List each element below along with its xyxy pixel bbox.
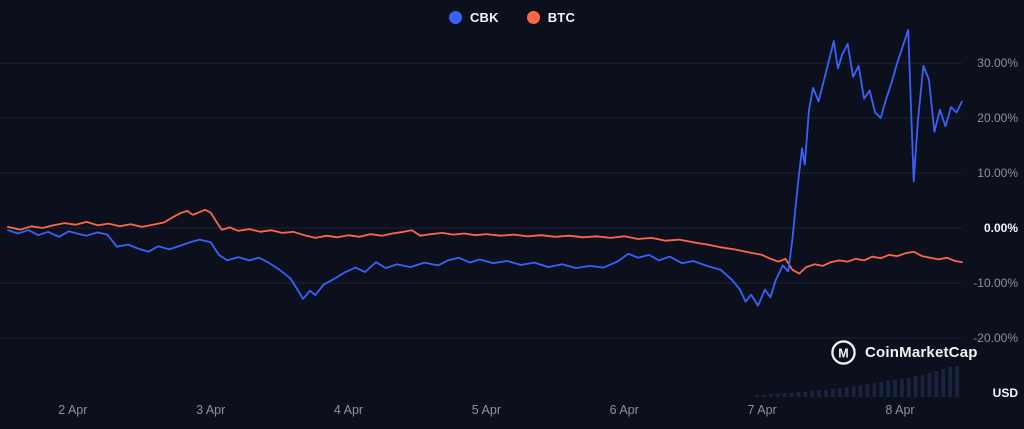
legend-dot-cbk [448, 11, 462, 24]
legend-item-btc[interactable]: BTC [526, 10, 576, 25]
svg-text:10.00%: 10.00% [977, 166, 1018, 180]
svg-text:30.00%: 30.00% [977, 56, 1018, 70]
logo-letter: M [838, 346, 848, 360]
coinmarketcap-watermark: M CoinMarketCap [830, 339, 978, 366]
svg-text:7 Apr: 7 Apr [748, 403, 777, 417]
chart-legend: CBK BTC [0, 10, 1024, 25]
svg-text:USD: USD [993, 386, 1019, 400]
svg-text:6 Apr: 6 Apr [610, 403, 639, 417]
svg-text:5 Apr: 5 Apr [472, 403, 501, 417]
svg-text:-10.00%: -10.00% [973, 276, 1018, 290]
legend-item-cbk[interactable]: CBK [448, 10, 499, 25]
watermark-text: CoinMarketCap [865, 344, 978, 361]
svg-text:2 Apr: 2 Apr [58, 403, 87, 417]
svg-text:20.00%: 20.00% [977, 111, 1018, 125]
coinmarketcap-logo-icon: M [831, 340, 856, 365]
svg-text:8 Apr: 8 Apr [885, 403, 914, 417]
svg-text:3 Apr: 3 Apr [196, 403, 225, 417]
svg-text:4 Apr: 4 Apr [334, 403, 363, 417]
legend-label-btc: BTC [547, 10, 576, 25]
legend-dot-btc [526, 11, 540, 24]
legend-label-cbk: CBK [469, 10, 499, 25]
svg-text:-20.00%: -20.00% [973, 331, 1018, 345]
svg-text:0.00%: 0.00% [984, 221, 1018, 235]
